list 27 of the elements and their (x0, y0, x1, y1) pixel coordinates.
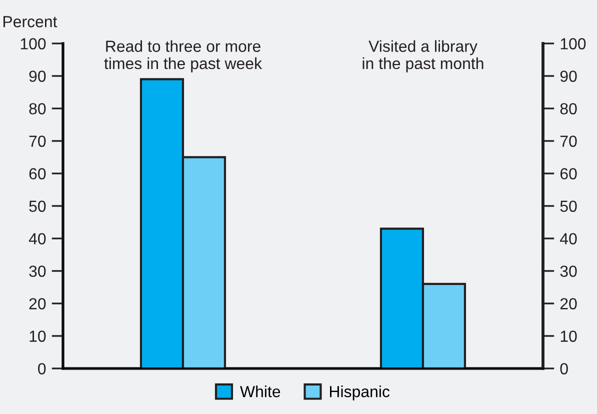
y-tick-label: 10 (30, 330, 46, 342)
legend-label: White (240, 386, 280, 398)
y-tick-label: 80 (29, 103, 46, 114)
y2-tick-label: 30 (560, 266, 577, 277)
legend-label: Hispanic (330, 386, 390, 400)
x-tick-label: Read to three or more times in the past week (104, 40, 262, 72)
y-tick-label: 60 (29, 168, 46, 180)
y2-tick-label: 80 (560, 103, 577, 114)
y-tick-label: 50 (29, 200, 46, 212)
y2-tick-label: 20 (560, 298, 577, 310)
y-tick-label: 30 (29, 266, 46, 277)
x-tick-label: Visited a library in the past month (362, 40, 484, 72)
y-tick-label: 20 (29, 298, 46, 310)
y2-tick-label: 50 (560, 200, 577, 212)
y-tick-label: 70 (29, 136, 46, 147)
y2-tick-label: 40 (560, 233, 577, 244)
y2-tick-label: 10 (560, 330, 577, 342)
y-axis-title: Percent (3, 16, 58, 28)
y2-tick-label: 70 (560, 136, 577, 147)
y2-tick-label: 0 (560, 363, 568, 374)
y2-tick-label: 90 (560, 70, 577, 82)
y-tick-label: 0 (38, 363, 46, 374)
y-tick-label: 100 (20, 38, 46, 50)
y-tick-label: 40 (28, 233, 46, 244)
y2-tick-label: 60 (560, 168, 577, 180)
y-tick-label: 90 (29, 70, 46, 82)
y2-tick-label: 100 (560, 38, 586, 50)
